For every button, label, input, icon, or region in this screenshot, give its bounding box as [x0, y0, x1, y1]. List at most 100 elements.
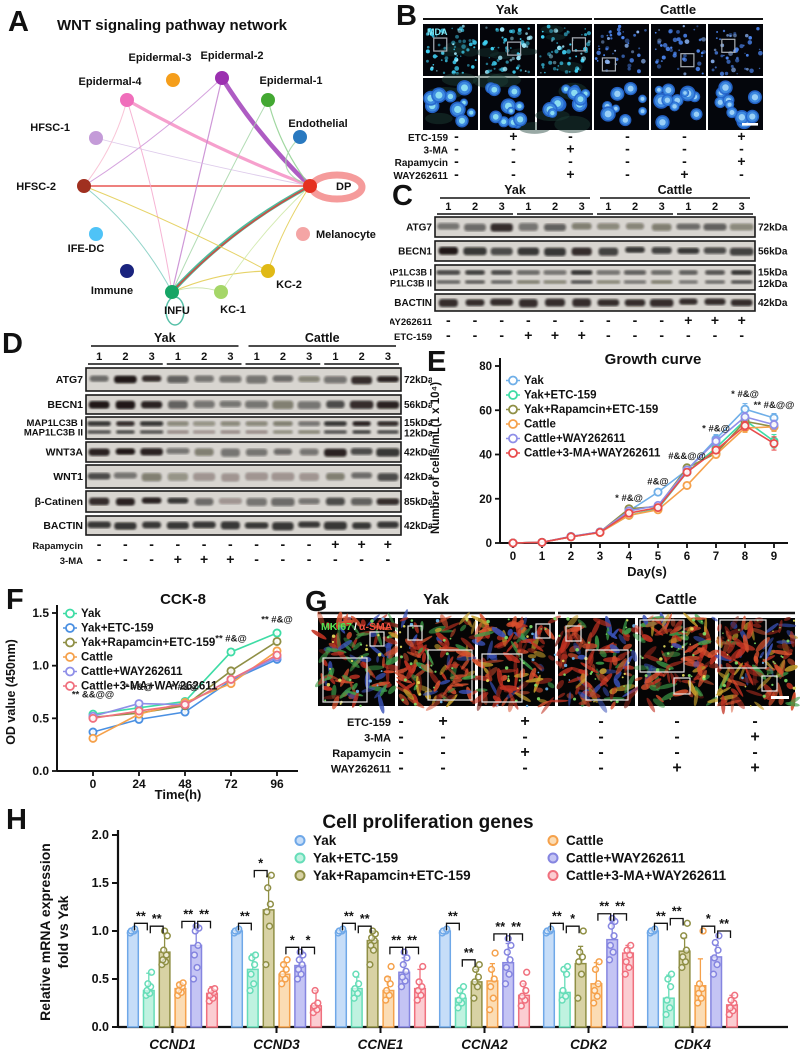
sig-bracket: [565, 925, 580, 934]
cell-streak: [388, 631, 402, 639]
sig-annotation: * #&@: [702, 423, 730, 434]
nucleus-dot: [566, 49, 571, 54]
cell-streak: [548, 699, 569, 703]
cell-streak: [662, 665, 670, 678]
cell-streak: [449, 683, 469, 687]
blot-band: [88, 400, 110, 409]
blot-band: [491, 280, 513, 284]
x-tick-label: 72: [224, 777, 238, 791]
nucleus-dot: [548, 60, 553, 65]
blot-label: MAP1LC3B II: [390, 278, 432, 288]
speck: [486, 619, 490, 624]
blot-band: [570, 280, 593, 284]
nucleus-core: [640, 109, 645, 114]
blot-band: [245, 429, 268, 434]
group-header: Yak: [496, 2, 519, 17]
data-point: [653, 503, 663, 513]
treatment-symbol: +: [737, 128, 745, 144]
data-dot: [609, 948, 617, 956]
speck: [702, 675, 706, 679]
speck: [690, 627, 694, 631]
nucleus-dot: [510, 36, 514, 41]
blot-band: [245, 421, 268, 427]
nucleus-dot: [655, 58, 660, 63]
cell-streak: [646, 697, 656, 713]
cell-streak: [361, 653, 370, 657]
data-dot: [506, 956, 514, 964]
panel-d-label: D: [2, 328, 23, 360]
cell-streak: [665, 660, 684, 668]
sig-stars: **: [136, 909, 146, 923]
cell-streak: [745, 689, 764, 697]
treatment-symbol: +: [509, 128, 517, 144]
cell-streak: [516, 627, 531, 644]
cell-streak: [342, 674, 351, 682]
gene-label: CCNE1: [358, 1037, 404, 1052]
lane-number: 2: [201, 351, 207, 363]
nucleus-dot: [474, 59, 477, 62]
speck: [621, 676, 624, 679]
treatment-symbol: -: [454, 153, 459, 169]
sig-stars: **: [719, 917, 729, 931]
blot-band: [437, 223, 460, 230]
cell-streak: [624, 674, 635, 694]
blot-band: [597, 223, 620, 230]
cell-streak: [360, 619, 366, 627]
blot-band: [377, 421, 399, 427]
panel-e: E Growth curve 0 20 40 60 80 0 1 2 3 4 5 6 7 8 9 Day(s) N…: [425, 346, 800, 588]
cell-streak: [764, 623, 779, 634]
sig-stars: **: [672, 905, 682, 919]
nucleus-dot: [745, 53, 749, 57]
nucleus-dot: [724, 71, 729, 76]
speck: [531, 632, 534, 636]
treatment-symbol: -: [739, 166, 744, 182]
speck: [517, 687, 519, 690]
speck: [702, 632, 707, 636]
inset-box: [673, 677, 691, 695]
treatment-symbol: +: [680, 166, 688, 182]
sig-stars: *: [258, 857, 263, 871]
cell-streak: [610, 701, 616, 710]
speck: [401, 698, 405, 702]
data-dot: [251, 951, 260, 959]
blot-box: [85, 394, 402, 415]
nucleus-core: [577, 96, 584, 103]
nucleus-dot: [722, 29, 726, 33]
nucleus-core: [729, 109, 735, 116]
cell-streak: [491, 627, 506, 638]
panel-a: A WNT signaling pathway network Epidermal…: [0, 0, 390, 332]
sig-stars: **: [407, 933, 417, 947]
cell-streak: [766, 630, 780, 635]
data-point: [711, 436, 721, 446]
nucleus-core: [751, 94, 759, 101]
blot-band: [245, 472, 269, 481]
data-dot: [314, 999, 322, 1007]
cell-streak: [732, 694, 745, 710]
sig-annotation: * #&@: [731, 389, 759, 400]
chart-title: CCK-8: [160, 591, 206, 608]
data-dot: [563, 962, 572, 971]
cell-streak: [623, 627, 632, 635]
nucleus-dot: [458, 26, 463, 31]
nucleus-dot: [431, 34, 435, 38]
blot-band: [543, 223, 567, 231]
speck: [338, 678, 342, 682]
legend-marker: [65, 623, 75, 633]
speck: [726, 653, 729, 656]
data-dot: [715, 932, 723, 940]
blot-band: [167, 472, 189, 481]
lane-number: 3: [149, 351, 155, 363]
data-point: [88, 713, 98, 723]
nucleus-dot: [503, 38, 508, 42]
nucleus-dot: [527, 27, 530, 30]
blot-band: [246, 498, 267, 506]
blot-label: MAP1LC3B I: [390, 268, 432, 278]
treatment-label: Rapamycin: [332, 748, 391, 760]
blot-band: [729, 223, 754, 231]
y-tick-label: 1.5: [92, 876, 109, 890]
nucleus-dot: [682, 24, 685, 28]
inset-box: [535, 623, 551, 639]
speck: [741, 676, 744, 680]
cell-streak: [417, 647, 424, 654]
sig-bracket: [509, 933, 524, 941]
